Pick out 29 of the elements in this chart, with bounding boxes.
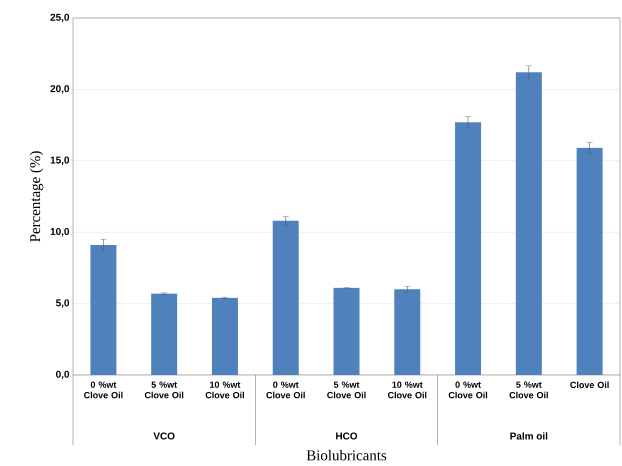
x-tick-label: 5 %wt Clove Oil xyxy=(510,382,548,398)
x-tick-label: 0 %wt Clove Oil xyxy=(448,382,488,398)
bar xyxy=(334,288,360,375)
x-tick-label: 5 %wt Clove Oil xyxy=(327,382,366,398)
text: Palm oil xyxy=(510,432,548,440)
x-tick-label: 10 %wt Clove Oil xyxy=(206,382,244,398)
bar xyxy=(151,294,178,375)
bar xyxy=(516,72,542,375)
x-tick-label: Clove Oil xyxy=(570,382,609,388)
y-tick-label: 25,0 xyxy=(50,14,70,22)
bar xyxy=(90,245,116,375)
x-tick-label: 0 %wt Clove Oil xyxy=(84,382,122,398)
bar xyxy=(272,220,299,375)
text: VCO xyxy=(153,432,175,440)
x-axis-title: Biolubricants xyxy=(306,450,386,460)
y-tick-label: 10,0 xyxy=(50,228,70,236)
y-axis-title: Percentage (%) xyxy=(30,151,44,242)
bar xyxy=(394,289,420,375)
x-tick-label: 0 %wt Clove Oil xyxy=(266,382,305,398)
y-tick-label: 0,0 xyxy=(56,370,70,380)
bar xyxy=(455,122,482,375)
x-tick-label: 10 %wt Clove Oil xyxy=(388,382,426,398)
bar xyxy=(576,148,603,375)
y-tick-label: 20,0 xyxy=(50,85,70,94)
y-tick-label: 5,0 xyxy=(56,299,70,308)
y-tick-label: 15,0 xyxy=(50,156,70,166)
bar xyxy=(212,298,238,375)
x-tick-label: 5 %wt Clove Oil xyxy=(144,382,184,398)
text: HCO xyxy=(336,432,358,440)
